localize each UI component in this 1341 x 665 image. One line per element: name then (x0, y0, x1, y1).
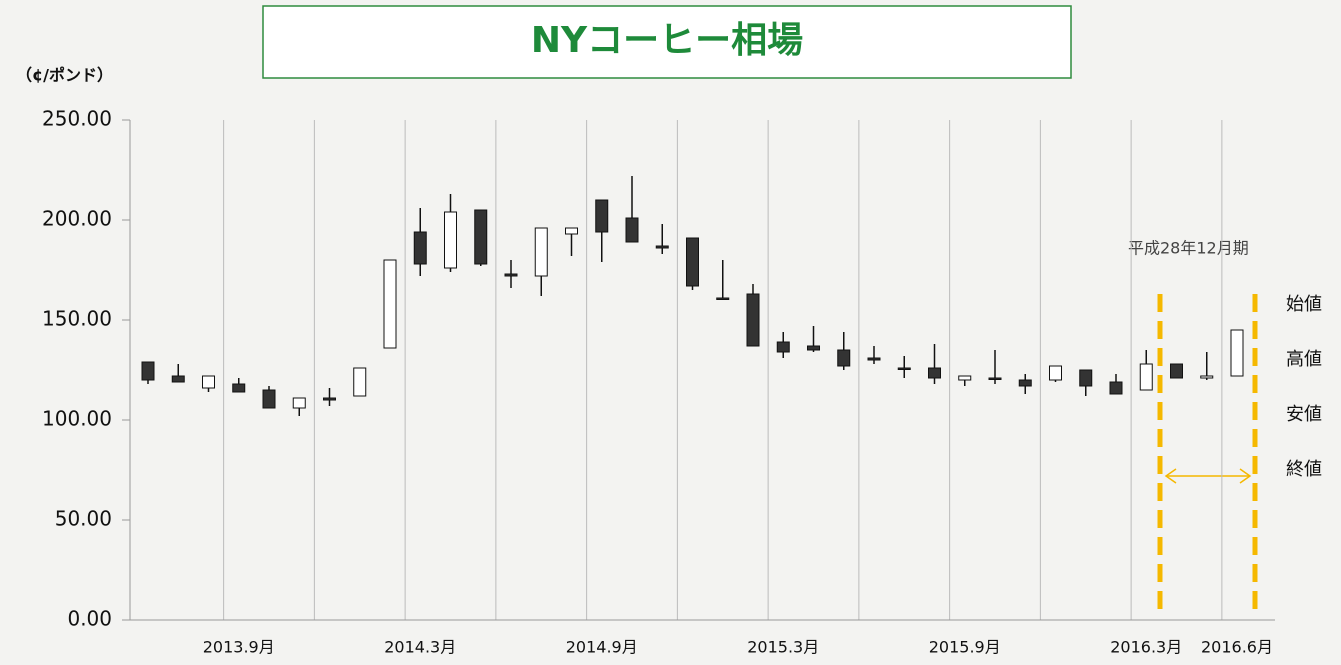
candle-body (776, 341, 790, 353)
candle-body (1170, 363, 1183, 379)
candle-body (413, 231, 427, 265)
candle-body (262, 389, 276, 409)
candle-body (1079, 369, 1093, 387)
chart-title: NYコーヒー相場 (531, 20, 803, 61)
candle-body (958, 375, 972, 381)
candle-body (504, 273, 518, 277)
candle-body (655, 245, 669, 249)
candle-body (1049, 365, 1062, 381)
y-tick-label: 0.00 (67, 607, 112, 631)
period-arrow (1164, 468, 1252, 484)
candle-body (1139, 363, 1153, 391)
candle-body (1200, 375, 1214, 379)
y-axis-label: （¢/ポンド） (16, 66, 113, 85)
y-tick-label: 250.00 (42, 107, 112, 131)
legend-label: 高値 (1286, 349, 1322, 370)
candle-body (292, 397, 306, 409)
candle-body (1230, 329, 1244, 377)
candle-body (897, 367, 911, 370)
candle-body (323, 397, 336, 401)
candle-body (474, 209, 488, 265)
legend-label: 終値 (1286, 459, 1322, 480)
y-tick-label: 50.00 (55, 507, 112, 531)
candle-body (988, 377, 1002, 380)
candle-body (746, 293, 760, 347)
y-tick-label: 200.00 (42, 207, 112, 231)
candle-body (202, 375, 215, 389)
candle-body (383, 259, 397, 349)
candle-body (534, 227, 548, 277)
candle-body (171, 375, 185, 383)
candle-body (837, 349, 851, 367)
x-tick-label: 2016.6月 (1201, 638, 1273, 657)
candle-body (1018, 379, 1032, 387)
candle-body (716, 297, 730, 300)
title-box (262, 5, 1072, 79)
y-tick-label: 150.00 (42, 307, 112, 331)
annotation: 平成28年12月期 (1128, 239, 1249, 258)
candle-body (595, 199, 609, 233)
candle-body (807, 345, 820, 351)
candle-body (1109, 381, 1123, 395)
x-tick-label: 2014.3月 (384, 638, 456, 657)
x-tick-label: 2014.9月 (566, 638, 638, 657)
candle-body (141, 361, 155, 381)
candle-body (928, 367, 941, 379)
candle-body (232, 383, 246, 393)
x-tick-label: 2015.3月 (747, 638, 819, 657)
legend-label: 始値 (1286, 294, 1322, 315)
x-tick-label: 2015.9月 (929, 638, 1001, 657)
x-tick-label: 2013.9月 (203, 638, 275, 657)
candle-body (444, 211, 457, 269)
y-tick-label: 100.00 (42, 407, 112, 431)
legend-label: 安値 (1286, 404, 1322, 425)
x-tick-label: 2016.3月 (1110, 638, 1182, 657)
candle-body (686, 237, 699, 287)
candle-body (353, 367, 367, 397)
candle-body (867, 357, 881, 361)
candle-body (565, 227, 578, 235)
candle-body (625, 217, 639, 243)
